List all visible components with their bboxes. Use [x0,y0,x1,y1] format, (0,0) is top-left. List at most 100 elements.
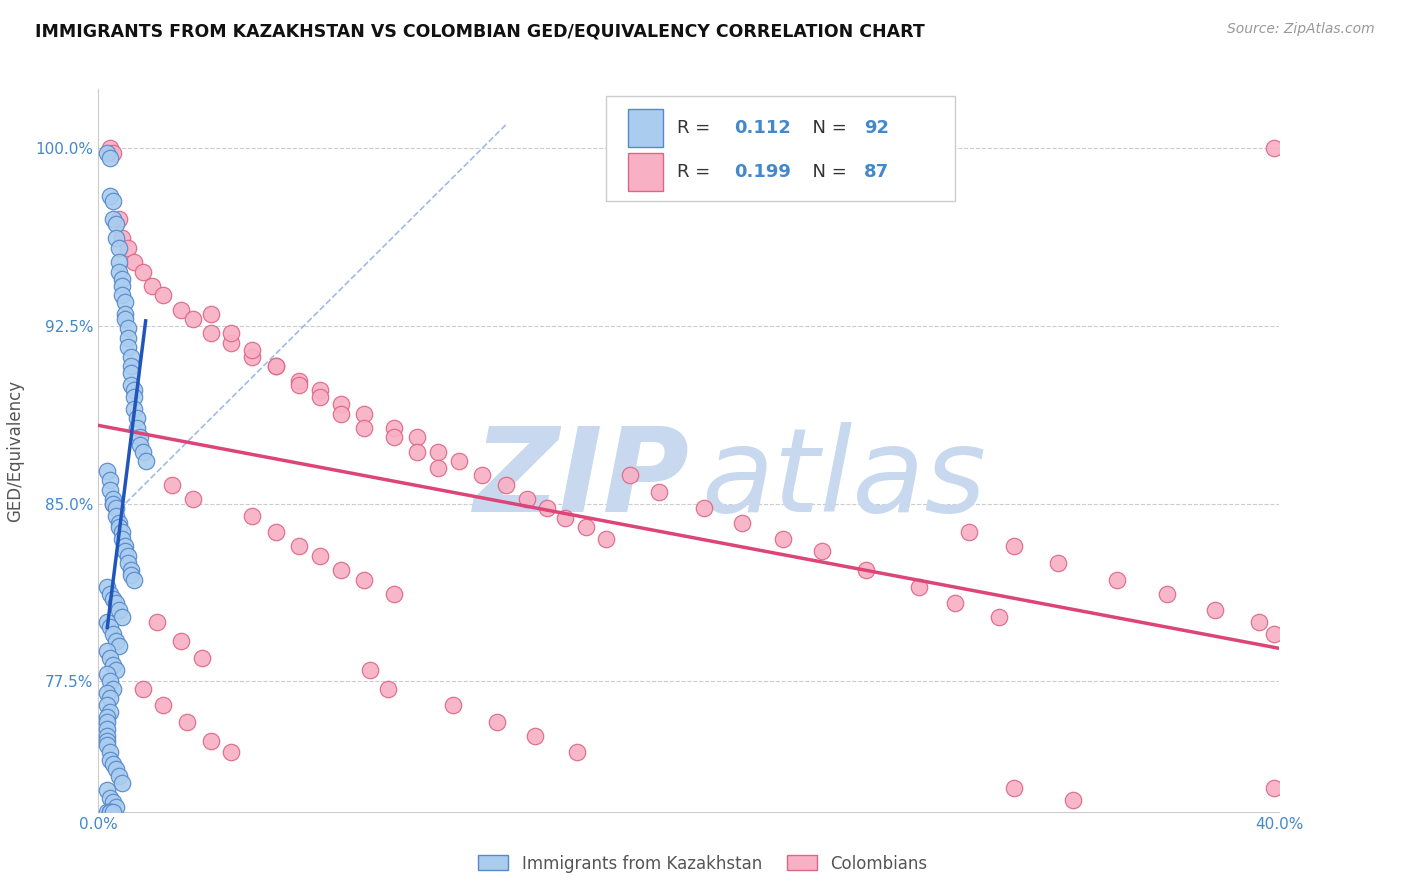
Point [114,307,136,321]
Point [135,454,157,468]
Point [103,757,125,772]
Point [96,783,118,797]
Point [105,663,128,677]
Point [120,563,142,577]
Point [132,264,155,278]
Point [1156,587,1178,601]
Point [122,390,145,404]
Point [117,340,139,354]
Point [96,686,118,700]
Point [103,497,125,511]
Point [96,464,118,478]
Point [117,241,139,255]
Point [146,615,169,630]
Point [111,278,134,293]
Point [855,563,877,577]
Point [114,544,136,558]
Point [108,241,131,255]
Point [181,312,204,326]
Point [1002,540,1025,554]
Point [200,307,222,321]
Point [122,255,145,269]
Point [221,335,243,350]
Point [108,516,131,530]
Point [486,714,509,729]
Point [288,540,311,554]
Point [693,501,716,516]
Text: N =: N = [801,163,852,181]
Point [96,146,118,161]
Point [353,407,375,421]
Point [1247,615,1270,630]
Point [152,698,174,712]
Point [288,378,311,392]
Point [471,468,494,483]
FancyBboxPatch shape [606,96,955,202]
Point [96,729,118,743]
Point [406,444,429,458]
Point [329,563,352,577]
Point [181,491,204,506]
Point [98,691,121,706]
Point [103,497,125,511]
Point [96,615,118,630]
Point [427,461,450,475]
Point [988,610,1011,624]
Point [908,580,931,594]
Point [943,596,966,610]
Point [111,231,134,245]
Point [264,525,287,540]
Point [105,596,128,610]
Point [108,264,131,278]
Point [120,567,142,582]
Point [240,343,263,357]
Point [105,501,128,516]
Point [1002,780,1025,795]
Point [96,805,118,819]
Point [1046,556,1070,570]
Point [125,411,148,425]
Point [125,421,148,435]
Y-axis label: GED/Equivalency: GED/Equivalency [7,379,24,522]
Point [105,508,128,523]
Point [96,722,118,736]
Point [221,746,243,760]
Point [96,580,118,594]
Point [103,491,125,506]
Point [1263,141,1285,155]
Point [96,643,118,657]
Point [1263,627,1285,641]
Point [105,762,128,776]
Point [111,271,134,285]
Point [152,288,174,302]
Point [98,650,121,665]
Point [329,407,352,421]
Point [103,146,125,161]
Point [111,533,134,547]
Point [554,511,576,525]
Point [516,491,538,506]
Point [176,714,198,729]
Point [105,217,128,231]
Point [98,620,121,634]
Point [329,397,352,411]
Point [427,444,450,458]
Point [132,444,155,458]
Point [98,473,121,487]
Point [111,288,134,302]
Point [359,663,381,677]
Point [447,454,470,468]
Point [96,698,118,712]
Text: R =: R = [678,119,716,136]
Point [98,189,121,203]
Text: 0.199: 0.199 [734,163,790,181]
Point [96,739,118,753]
Legend: Immigrants from Kazakhstan, Colombians: Immigrants from Kazakhstan, Colombians [472,848,934,880]
FancyBboxPatch shape [627,153,664,191]
Point [98,141,121,155]
Point [111,776,134,790]
Point [731,516,754,530]
Point [122,383,145,397]
Point [240,508,263,523]
Point [141,278,163,293]
